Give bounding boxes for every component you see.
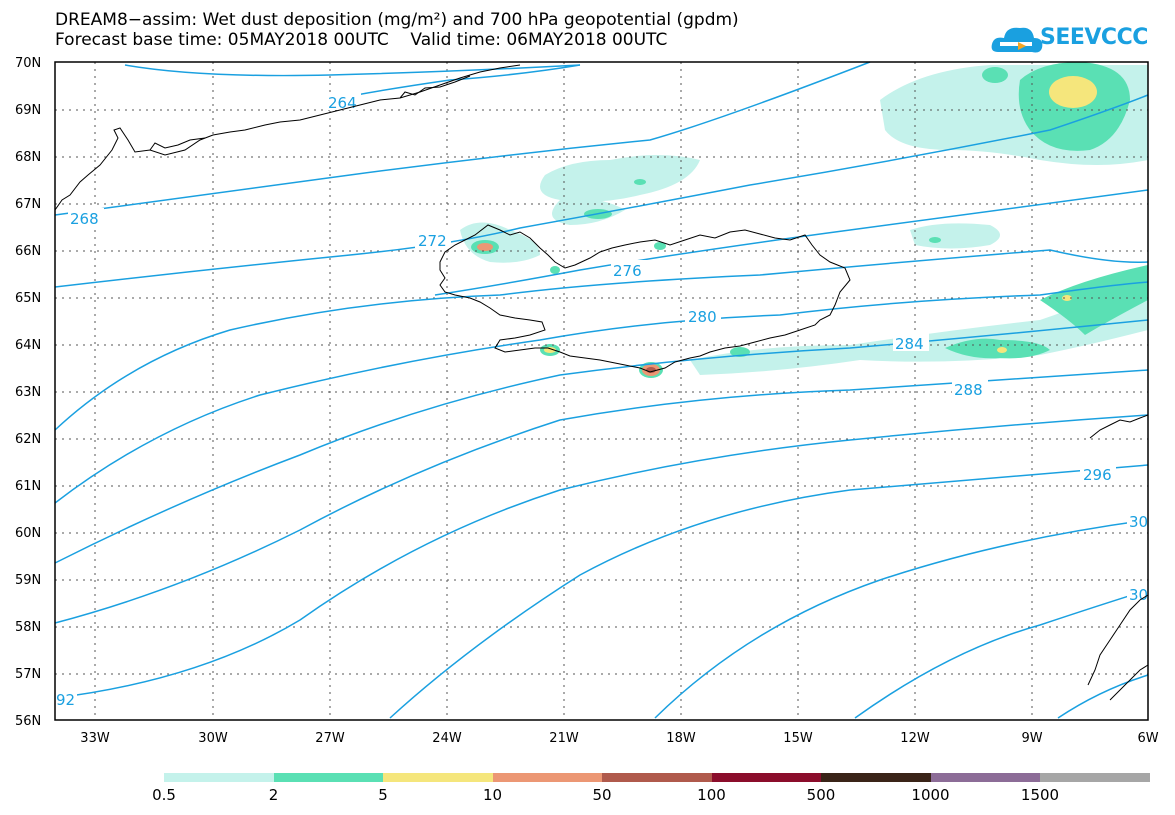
colorbar-label: 0.5 (152, 786, 176, 804)
lat-label: 65N (15, 291, 41, 306)
lon-label: 9W (1021, 731, 1042, 746)
colorbar-swatch (492, 773, 603, 782)
colorbar-swatch (1040, 773, 1150, 782)
plot-area: 264 268 272 276 280 284 288 296 30 30 92 (54, 61, 1149, 721)
lon-label: 21W (549, 731, 579, 746)
contour-labels: 264 268 272 276 280 284 288 296 30 30 92 (55, 92, 1149, 709)
lat-label: 67N (15, 197, 41, 212)
contour-label-288: 288 (954, 381, 983, 399)
cloud-icon (991, 27, 1043, 53)
colorbar-swatch (602, 773, 712, 782)
coastlines (54, 64, 1149, 701)
colorbar-label: 10 (482, 786, 503, 804)
logo-text: SEEVCCC (1040, 25, 1148, 50)
lon-label: 15W (783, 731, 813, 746)
colorbar-swatch (273, 773, 384, 782)
colorbar-label: 50 (592, 786, 612, 804)
lat-label: 61N (15, 479, 41, 494)
lon-label: 30W (198, 731, 228, 746)
dust-shading (460, 62, 1148, 378)
lon-label: 33W (80, 731, 110, 746)
plot-frame (54, 61, 1149, 721)
contour-label-292: 92 (56, 691, 75, 709)
colorbar-label: 500 (806, 786, 836, 804)
colorbar-swatch (383, 773, 493, 782)
colorbar-swatch (930, 773, 1041, 782)
lon-label: 24W (432, 731, 462, 746)
lat-label: 70N (15, 56, 41, 71)
latitude-labels: 70N 69N 68N 67N 66N 65N 64N 63N 62N 61N … (15, 56, 41, 729)
colorbar-label: 1500 (1020, 786, 1060, 804)
colorbar-swatch (821, 773, 931, 782)
lat-label: 69N (15, 103, 41, 118)
lat-label: 58N (15, 620, 41, 635)
colorbar-swatch (711, 773, 822, 782)
lat-label: 66N (15, 244, 41, 259)
colorbar-swatch (164, 773, 274, 782)
colorbar-label: 5 (378, 786, 388, 804)
lon-label: 6W (1137, 731, 1158, 746)
lat-label: 56N (15, 714, 41, 729)
contour-label-272: 272 (418, 232, 447, 250)
lon-label: 12W (900, 731, 930, 746)
lat-label: 68N (15, 150, 41, 165)
lat-label: 57N (15, 667, 41, 682)
lon-label: 18W (666, 731, 696, 746)
contour-label-268: 268 (70, 210, 99, 228)
colorbar-label: 2 (268, 786, 279, 804)
longitude-labels: 33W 30W 27W 24W 21W 18W 15W 12W 9W 6W (80, 731, 1158, 746)
graticule (55, 62, 1148, 720)
lat-label: 64N (15, 338, 41, 353)
geopotential-contours (54, 61, 1149, 719)
map-title: DREAM8−assim: Wet dust deposition (mg/m²… (55, 10, 739, 30)
contour-label-296: 296 (1083, 466, 1112, 484)
colorbar-label: 100 (697, 786, 726, 804)
contour-label-300: 30 (1129, 513, 1148, 531)
contour-label-276: 276 (613, 262, 642, 280)
colorbar-label: 1000 (911, 786, 950, 804)
lat-label: 59N (15, 573, 41, 588)
lat-label: 63N (15, 385, 41, 400)
lat-label: 60N (15, 526, 41, 541)
map-subtitle: Forecast base time: 05MAY2018 00UTC Vali… (55, 30, 668, 50)
contour-label-280: 280 (688, 308, 717, 326)
lon-label: 27W (315, 731, 345, 746)
contour-label-304: 30 (1129, 586, 1148, 604)
contour-label-284: 284 (895, 335, 924, 353)
lat-label: 62N (15, 432, 41, 447)
